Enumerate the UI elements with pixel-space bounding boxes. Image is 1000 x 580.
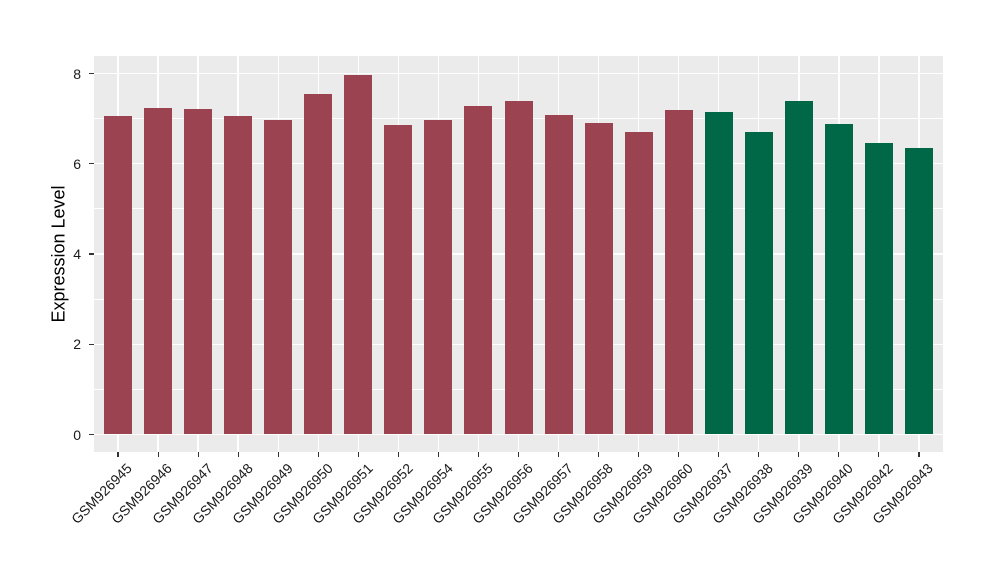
- x-tick-mark: [798, 451, 800, 457]
- y-tick-label: 4: [73, 246, 81, 262]
- bar-GSM926938: [744, 131, 773, 435]
- x-tick-mark: [878, 451, 880, 457]
- x-tick-mark: [638, 451, 640, 457]
- bar-GSM926950: [304, 93, 333, 435]
- x-tick-mark: [598, 451, 600, 457]
- x-tick-mark: [838, 451, 840, 457]
- bar-GSM926959: [624, 132, 653, 435]
- bar-GSM926954: [424, 120, 453, 435]
- bar-GSM926940: [824, 124, 853, 435]
- bar-GSM926947: [184, 109, 213, 435]
- x-tick-mark: [918, 451, 920, 457]
- bar-GSM926946: [144, 108, 173, 435]
- y-tick-mark: [88, 163, 94, 165]
- y-tick-label: 0: [73, 426, 81, 443]
- x-tick-mark: [197, 451, 199, 457]
- y-tick-label: 6: [73, 155, 81, 172]
- x-tick-mark: [277, 451, 279, 457]
- bar-GSM926952: [384, 125, 413, 435]
- y-tick-mark: [88, 343, 94, 345]
- bar-GSM926942: [864, 142, 893, 435]
- x-tick-mark: [237, 451, 239, 457]
- x-tick-mark: [157, 451, 159, 457]
- bar-GSM926957: [544, 115, 573, 435]
- bar-GSM926943: [904, 147, 933, 435]
- y-tick-mark: [88, 433, 94, 436]
- bar-GSM926960: [664, 109, 693, 435]
- bar-GSM926945: [104, 116, 133, 435]
- x-tick-mark: [117, 451, 119, 457]
- x-tick-mark: [758, 451, 760, 457]
- x-tick-mark: [477, 451, 479, 457]
- y-tick-mark: [88, 253, 94, 255]
- bar-GSM926937: [704, 111, 733, 435]
- x-tick-mark: [678, 451, 680, 457]
- y-tick-label: 8: [73, 65, 81, 82]
- bar-GSM926949: [264, 119, 293, 435]
- x-tick-mark: [357, 451, 359, 457]
- plot-panel: [94, 56, 943, 452]
- x-tick-mark: [718, 451, 720, 457]
- x-tick-mark: [437, 451, 439, 457]
- y-tick-label: 2: [73, 336, 81, 353]
- bar-GSM926958: [584, 122, 613, 435]
- bar-GSM926948: [224, 116, 253, 435]
- bar-GSM926939: [784, 101, 813, 435]
- y-tick-mark: [88, 72, 94, 75]
- bar-GSM926955: [464, 105, 493, 435]
- bar-GSM926951: [344, 74, 373, 435]
- x-tick-mark: [557, 451, 560, 457]
- bar-GSM926956: [504, 101, 533, 435]
- x-tick-mark: [317, 451, 319, 457]
- x-tick-mark: [397, 451, 399, 457]
- x-tick-mark: [517, 451, 520, 457]
